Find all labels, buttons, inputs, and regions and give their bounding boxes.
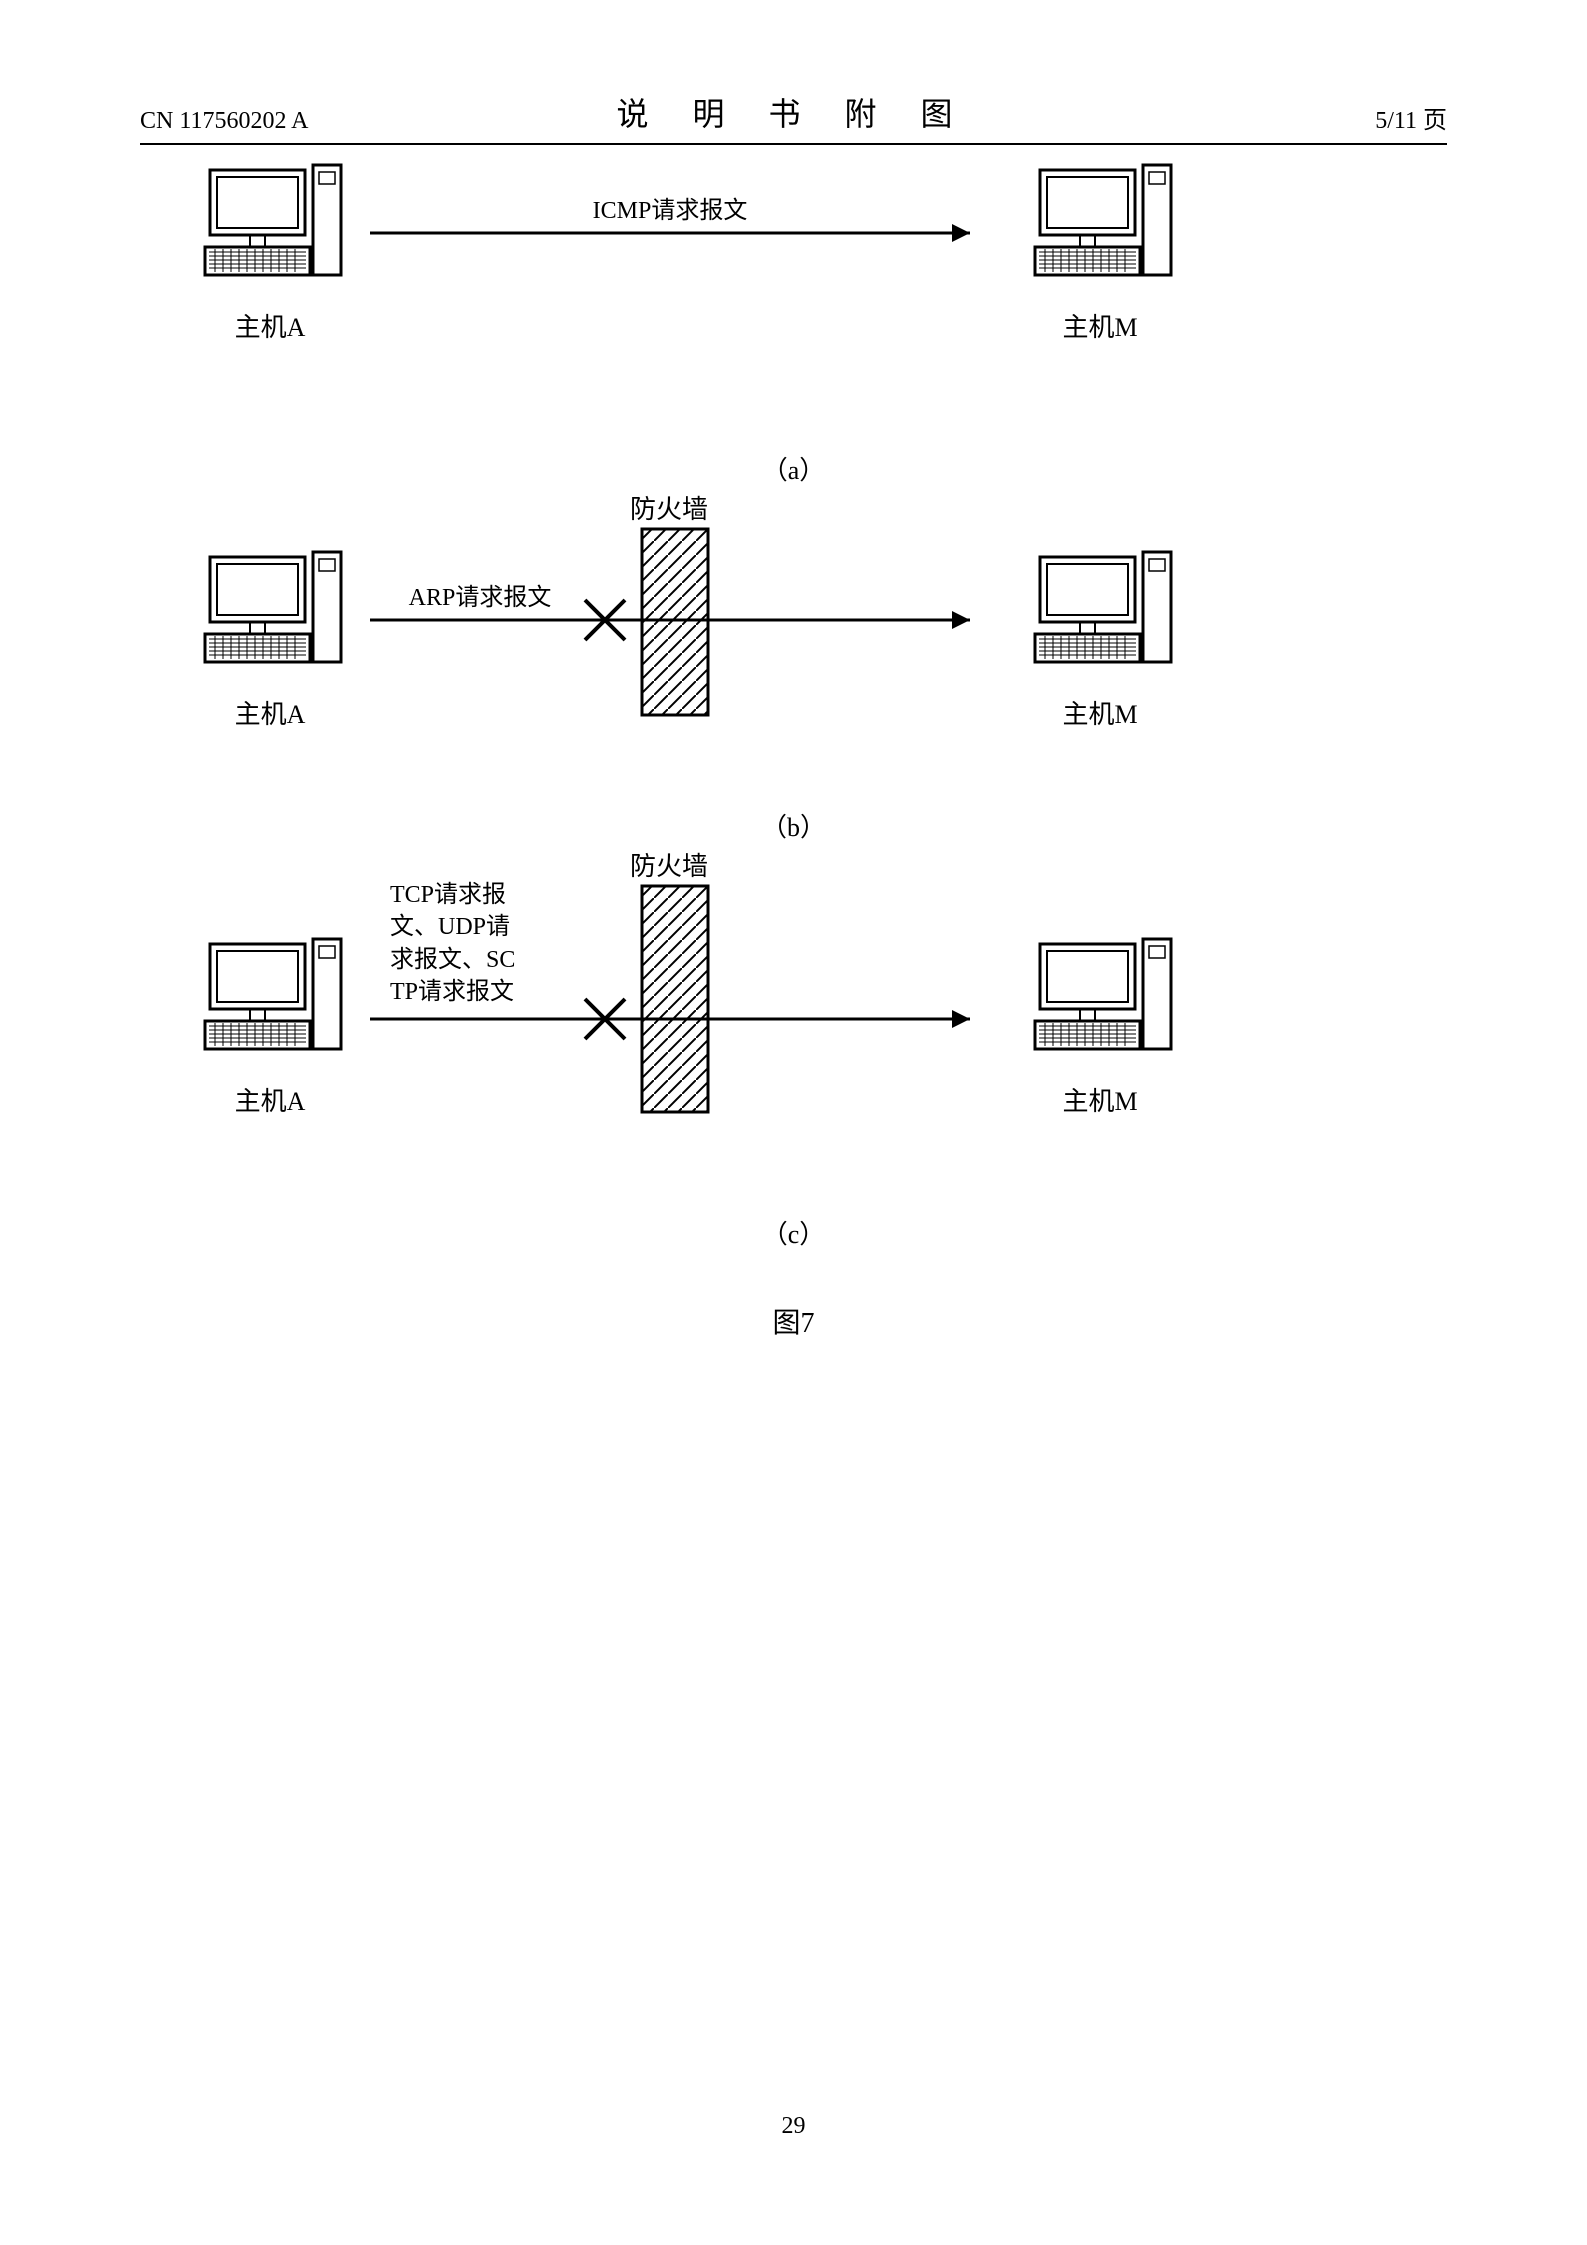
header-title: 说 明 书 附 图 [616,89,970,135]
computer-icon [195,547,345,677]
figure-7: 主机A ICMP请求报文 [140,160,1447,1341]
caption-b: （b） [140,807,1447,844]
host-m-group: 主机M [1010,160,1190,344]
arrow-label-c: TCP请求报 文、UDP请 求报文、SC TP请求报文 [390,879,590,1009]
firewall-label-c: 防火墙 [630,846,708,883]
host-m-label: 主机M [1010,1081,1190,1118]
arrow-label-c-line2: 文、UDP请 [390,914,510,940]
arrow-label-c-line1: TCP请求报 [390,882,506,908]
host-m-label: 主机M [1010,307,1190,344]
sub-diagram-b: 防火墙 [140,517,1447,797]
host-m-group: 主机M [1010,934,1190,1118]
computer-icon [195,160,345,290]
firewall-icon [640,884,710,1114]
figure-caption: 图7 [140,1301,1447,1341]
computer-icon [1025,934,1175,1064]
arrow-a [370,218,990,248]
host-a-label: 主机A [180,307,360,344]
page-indicator: 5/11 页 [1375,100,1447,135]
host-a-group: 主机A [180,934,360,1118]
doc-number: CN 117560202 A [140,108,308,135]
caption-c: （c） [140,1214,1447,1251]
sub-diagram-c: 防火墙 [140,874,1447,1194]
host-a-label: 主机A [180,1081,360,1118]
x-mark-icon [580,994,630,1044]
firewall-icon [640,527,710,717]
firewall-label-b: 防火墙 [630,489,708,526]
host-m-group: 主机M [1010,547,1190,731]
sub-diagram-a: 主机A ICMP请求报文 [140,160,1447,440]
host-a-group: 主机A [180,547,360,731]
computer-icon [1025,160,1175,290]
host-a-label: 主机A [180,694,360,731]
arrow-label-c-line3: 求报文、SC [390,947,515,973]
page-header: CN 117560202 A 说 明 书 附 图 5/11 页 [140,95,1447,145]
x-mark-icon [580,595,630,645]
computer-icon [195,934,345,1064]
computer-icon [1025,547,1175,677]
host-a-group: 主机A [180,160,360,344]
caption-a: （a） [140,450,1447,487]
arrow-label-c-line4: TP请求报文 [390,979,514,1005]
page-number: 29 [782,2113,806,2140]
host-m-label: 主机M [1010,694,1190,731]
